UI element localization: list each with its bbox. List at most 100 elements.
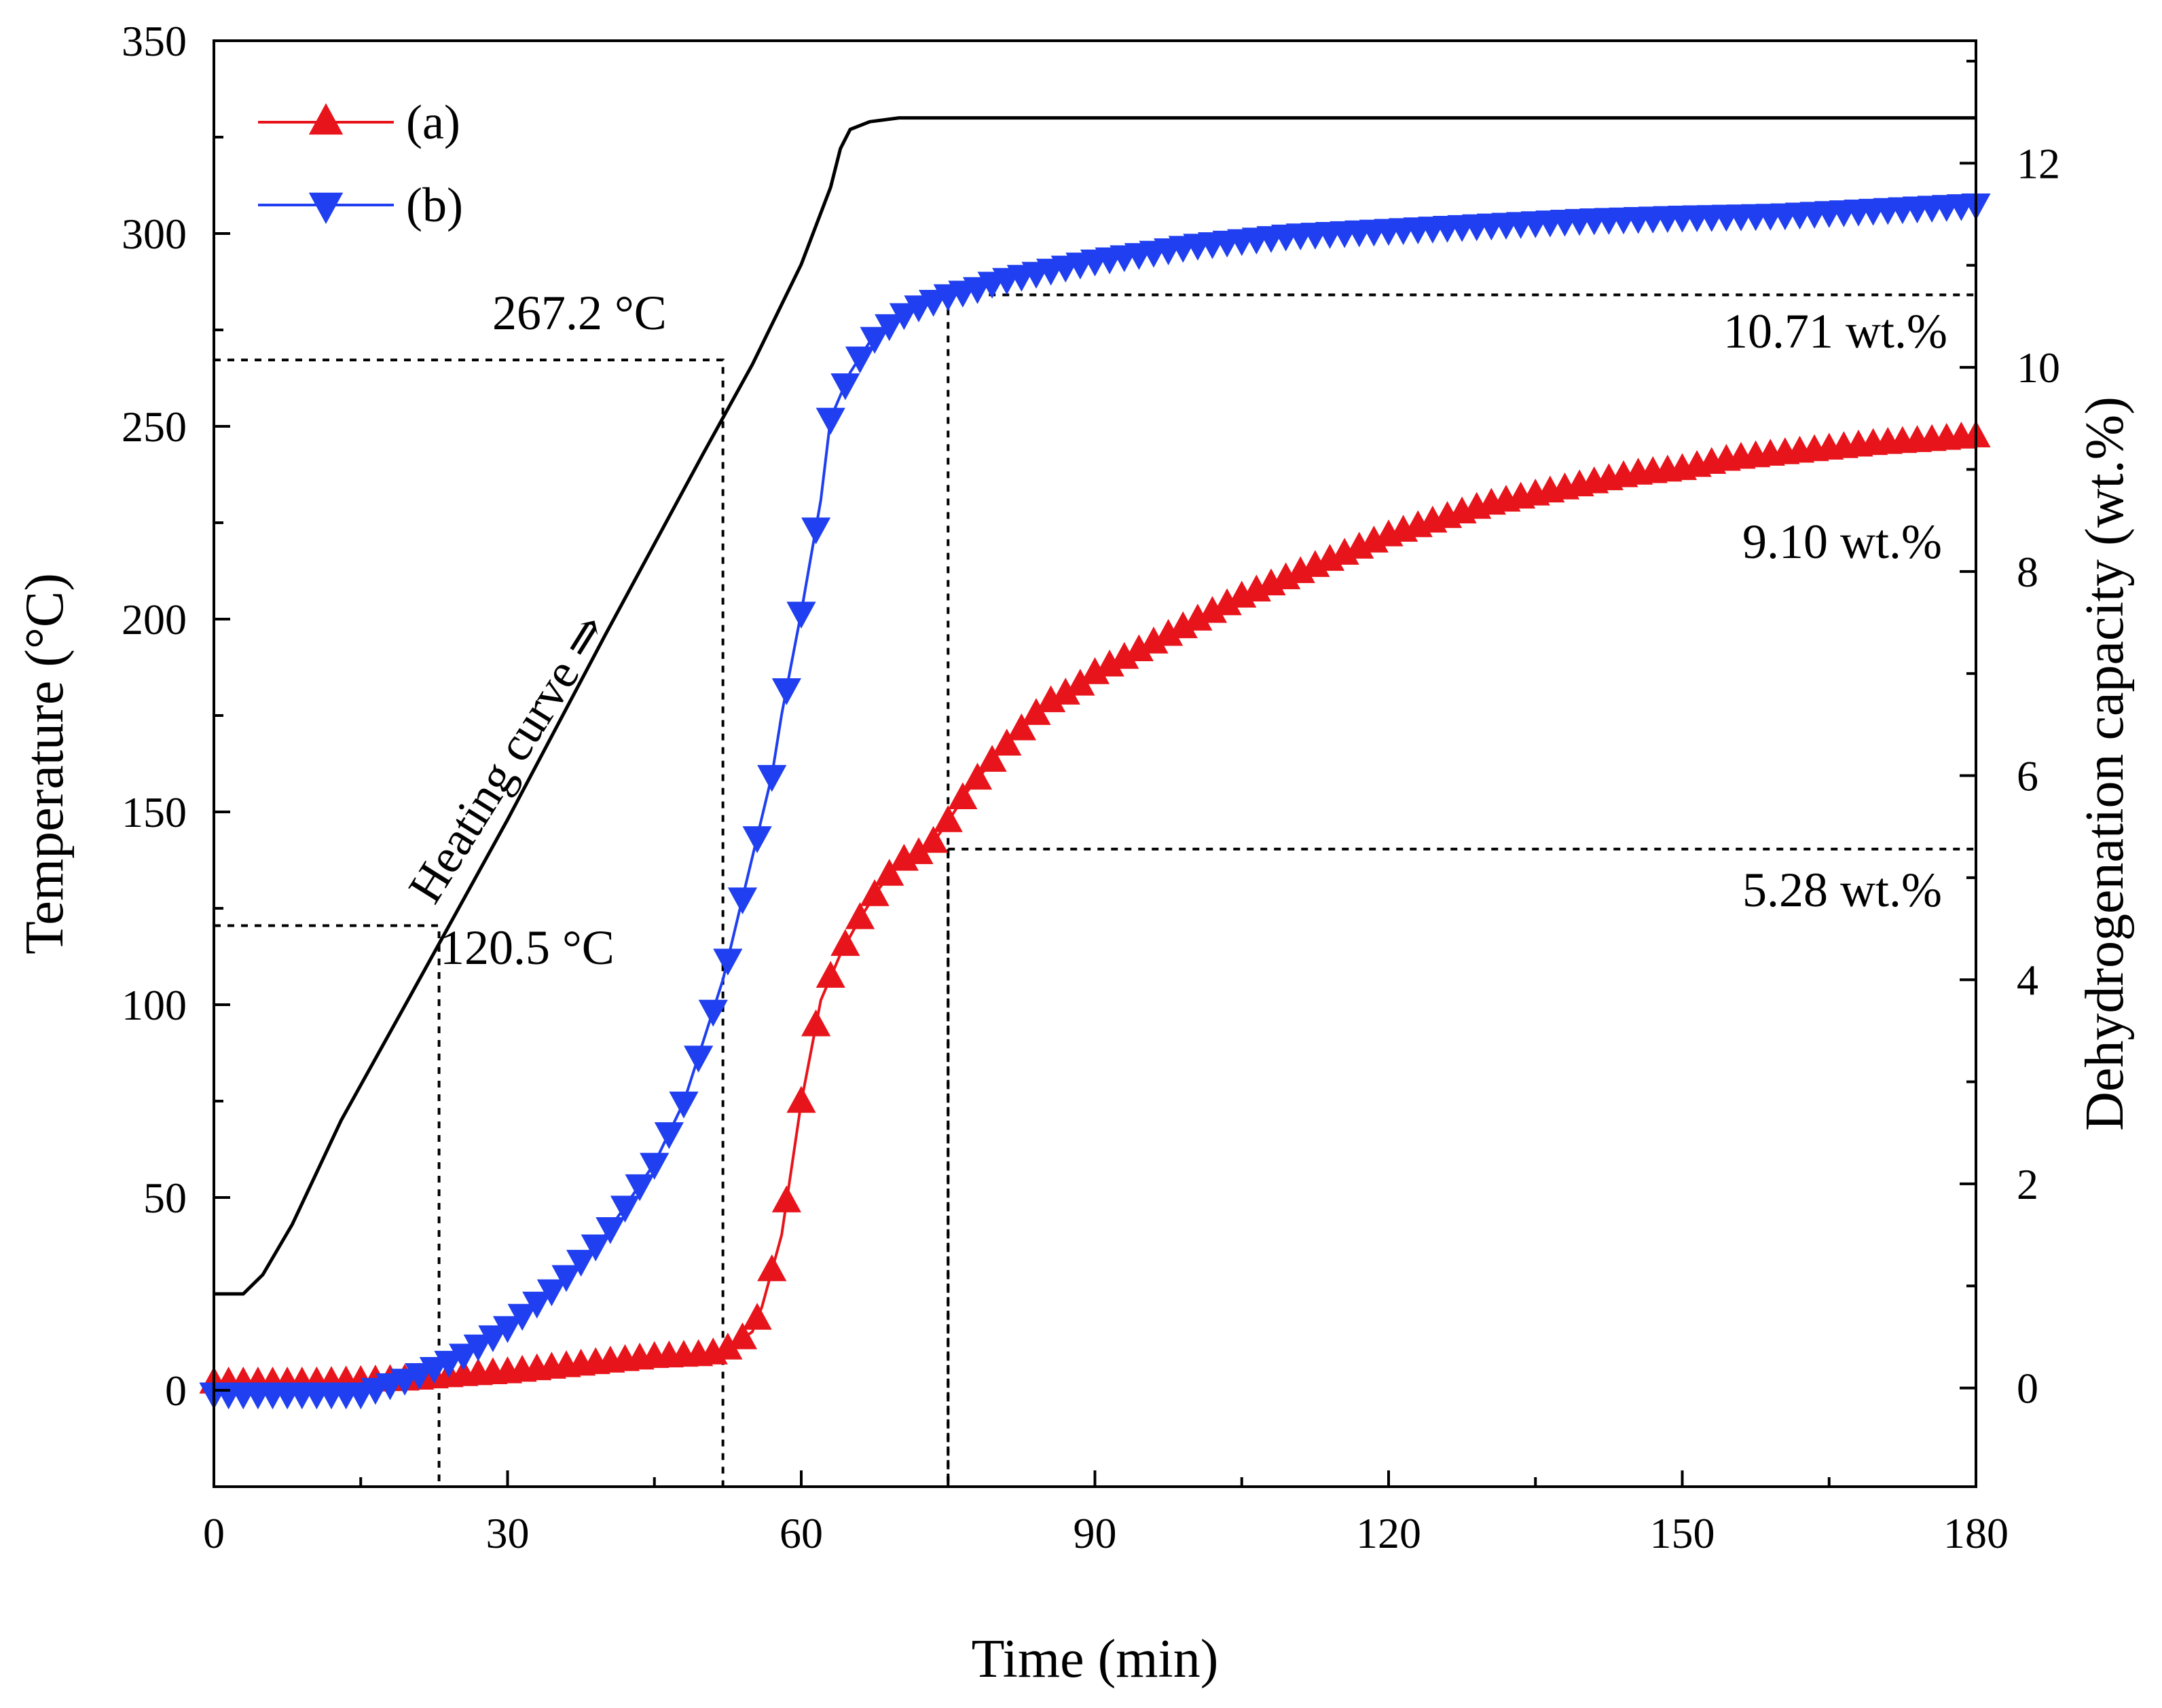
y2-tick-label: 6 bbox=[2017, 752, 2038, 800]
series-a-marker bbox=[1080, 657, 1110, 684]
series-b-marker bbox=[742, 826, 772, 853]
series-b-marker bbox=[845, 346, 875, 374]
series-a-marker bbox=[904, 837, 934, 864]
series-b-marker bbox=[566, 1250, 596, 1277]
series-b-marker bbox=[536, 1279, 566, 1307]
series-b-marker bbox=[434, 1350, 464, 1378]
x-tick-label: 60 bbox=[780, 1509, 823, 1557]
series-a-marker bbox=[919, 825, 949, 853]
series-b-marker bbox=[581, 1234, 610, 1262]
series-a-marker bbox=[786, 1085, 816, 1113]
series-b-marker bbox=[654, 1122, 684, 1149]
series-a-marker bbox=[757, 1254, 787, 1282]
y2-tick-label: 10 bbox=[2017, 344, 2060, 392]
y-tick-label: 0 bbox=[165, 1367, 187, 1415]
series-b-marker bbox=[492, 1316, 523, 1343]
reference-lines bbox=[214, 293, 1976, 1487]
series-b-marker bbox=[875, 314, 904, 341]
temp-low-label: 120.5 °C bbox=[440, 921, 615, 975]
series-a-marker bbox=[1050, 677, 1080, 705]
series-a-marker bbox=[801, 1009, 831, 1037]
y-tick-label: 350 bbox=[122, 17, 187, 65]
x-tick-label: 180 bbox=[1943, 1509, 2009, 1557]
series-a-marker bbox=[816, 961, 845, 988]
ref-line-temp-high bbox=[214, 358, 725, 1487]
series-b-marker bbox=[522, 1291, 552, 1319]
series-a-marker bbox=[1065, 669, 1095, 696]
series-a-marker bbox=[742, 1303, 772, 1330]
y2-tick-label: 8 bbox=[2017, 548, 2038, 596]
series-a-marker bbox=[845, 902, 875, 929]
series-b bbox=[199, 193, 1991, 1410]
series-b-marker bbox=[889, 303, 919, 331]
series-b-marker bbox=[698, 999, 728, 1027]
y-tick-label: 300 bbox=[122, 210, 187, 258]
x-tick-label: 0 bbox=[203, 1509, 225, 1557]
series-b-marker bbox=[801, 517, 831, 544]
series-a-marker bbox=[1197, 595, 1228, 623]
legend: (a) (b) bbox=[258, 95, 463, 232]
y2-axis-title: Dehydrogenation capacity (wt.%) bbox=[2075, 396, 2135, 1131]
series-a-marker bbox=[1183, 604, 1213, 631]
y2-tick-label: 2 bbox=[2017, 1160, 2038, 1208]
series-a-marker bbox=[1006, 713, 1036, 741]
series-a-marker bbox=[962, 762, 993, 790]
y2-tick-label: 0 bbox=[2017, 1364, 2038, 1413]
series-b-marker bbox=[727, 887, 758, 914]
capacity-a-end-label: 9.10 wt.% bbox=[1742, 515, 1942, 569]
series-a-marker bbox=[992, 728, 1022, 756]
capacity-b-label: 10.71 wt.% bbox=[1723, 304, 1947, 358]
series-b-marker bbox=[507, 1303, 537, 1331]
series-a-marker bbox=[933, 805, 963, 832]
series-a-marker bbox=[830, 929, 860, 957]
series-b-marker bbox=[478, 1325, 508, 1352]
series-a-marker bbox=[1154, 618, 1184, 646]
series-layer bbox=[199, 193, 1991, 1410]
series-b-marker bbox=[610, 1195, 640, 1223]
x-tick-label: 120 bbox=[1356, 1509, 1421, 1557]
series-a-marker bbox=[1139, 627, 1169, 654]
y-tick-label: 150 bbox=[122, 788, 187, 836]
x-tick-label: 90 bbox=[1074, 1509, 1117, 1557]
y-tick-label: 50 bbox=[143, 1174, 187, 1222]
x-tick-label: 30 bbox=[486, 1509, 530, 1557]
series-a-marker bbox=[1212, 588, 1242, 616]
series-b-marker bbox=[463, 1334, 493, 1362]
series-a-marker bbox=[1095, 649, 1124, 677]
series-a-marker bbox=[1168, 611, 1198, 639]
legend-a-label: (a) bbox=[406, 95, 460, 149]
y-axis-title: Temperature (°C) bbox=[15, 573, 75, 954]
ref-line-temp-low bbox=[214, 924, 441, 1487]
series-a-marker bbox=[713, 1332, 743, 1360]
ticks-layer: 0 30 60 90 120 150 180 0 50 100 150 200 250 300 350 0 2 4… bbox=[122, 17, 2060, 1557]
legend-a-marker bbox=[308, 103, 344, 135]
y2-tick-label: 4 bbox=[2017, 956, 2038, 1004]
y-tick-label: 200 bbox=[122, 595, 187, 644]
series-b-marker bbox=[684, 1045, 714, 1073]
x-axis-title: Time (min) bbox=[972, 1629, 1219, 1689]
temp-high-label: 267.2 °C bbox=[492, 286, 667, 340]
series-a-marker bbox=[875, 859, 904, 886]
y-tick-label: 250 bbox=[122, 403, 187, 451]
series-b-marker bbox=[757, 764, 787, 792]
series-a-marker bbox=[977, 745, 1007, 772]
heating-curve-line bbox=[214, 116, 1976, 1296]
series-a-marker bbox=[1124, 634, 1154, 661]
series-b-marker bbox=[596, 1217, 625, 1244]
series-b-marker bbox=[771, 678, 801, 705]
series-b-marker bbox=[640, 1153, 670, 1180]
series-a-marker bbox=[771, 1185, 801, 1212]
series-b-marker bbox=[830, 373, 860, 401]
series-b-marker bbox=[786, 601, 816, 629]
series-a-marker bbox=[727, 1322, 758, 1350]
series-a-marker bbox=[1036, 685, 1066, 713]
series-b-marker bbox=[713, 948, 743, 976]
series-b-marker bbox=[816, 407, 845, 435]
series-a-marker bbox=[948, 782, 978, 809]
series-a-marker bbox=[860, 879, 890, 906]
series-a-marker bbox=[1021, 698, 1051, 725]
series-b-marker bbox=[625, 1174, 655, 1202]
series-b-marker bbox=[551, 1265, 581, 1293]
